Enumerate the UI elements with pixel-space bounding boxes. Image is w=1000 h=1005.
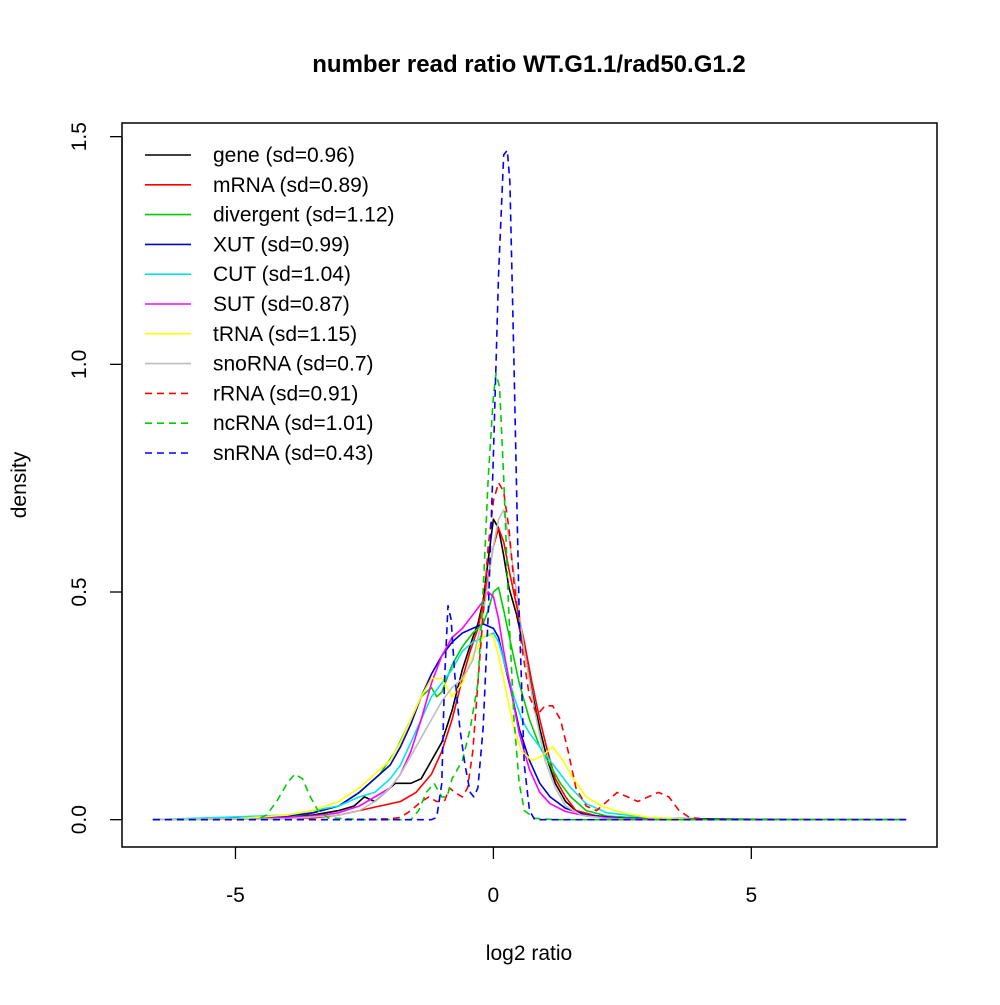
legend-label: CUT (sd=1.04) <box>213 263 351 286</box>
series-line-9 <box>152 372 907 821</box>
x-tick-label: -5 <box>226 884 245 907</box>
legend: gene (sd=0.96) mRNA (sd=0.89) divergent (s… <box>145 144 395 465</box>
series-line-7 <box>152 509 907 821</box>
y-tick-label: 0.5 <box>68 577 91 606</box>
series-line-6 <box>152 632 907 821</box>
x-tick-label: 5 <box>745 884 757 907</box>
legend-label: gene (sd=0.96) <box>213 144 355 167</box>
series-line-8 <box>152 481 907 821</box>
y-tick-label: 0.0 <box>68 805 91 834</box>
series-line-5 <box>152 591 907 821</box>
y-axis-label: density <box>8 451 31 518</box>
legend-label: rRNA (sd=0.91) <box>213 382 358 405</box>
y-tick-label: 1.0 <box>68 350 91 379</box>
x-axis-label: log2 ratio <box>486 942 572 965</box>
legend-label: ncRNA (sd=1.01) <box>213 412 374 435</box>
legend-label: snoRNA (sd=0.7) <box>213 353 374 376</box>
legend-label: mRNA (sd=0.89) <box>213 174 369 197</box>
y-axis: 0.0 0.5 1.0 1.5 <box>68 122 123 834</box>
series-layer <box>152 149 907 821</box>
series-line-3 <box>152 623 907 821</box>
chart-title: number read ratio WT.G1.1/rad50.G1.2 <box>312 51 745 78</box>
x-axis: -5 0 5 <box>226 846 757 907</box>
legend-label: SUT (sd=0.87) <box>213 293 350 316</box>
legend-label: snRNA (sd=0.43) <box>213 442 374 465</box>
y-tick-label: 1.5 <box>68 122 91 151</box>
legend-label: tRNA (sd=1.15) <box>213 323 357 346</box>
x-tick-label: 0 <box>488 884 500 907</box>
legend-label: XUT (sd=0.99) <box>213 233 350 256</box>
legend-label: divergent (sd=1.12) <box>213 204 395 227</box>
